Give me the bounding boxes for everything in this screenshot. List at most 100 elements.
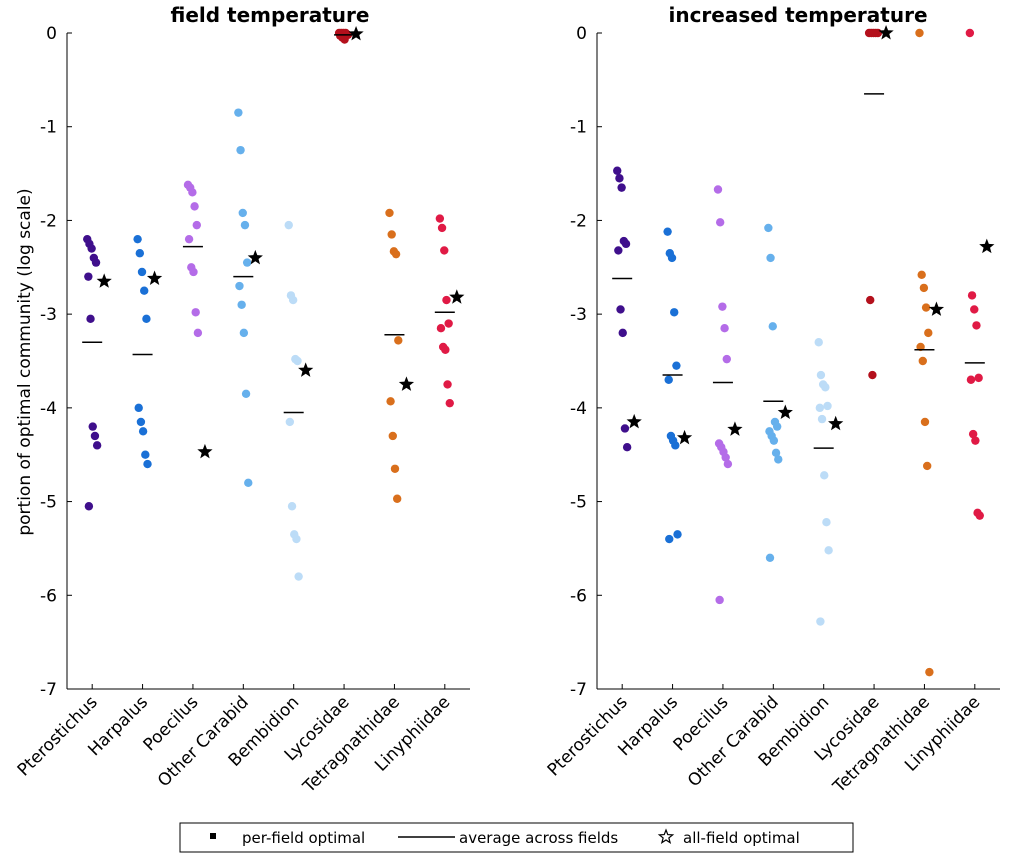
y-tick-label: -5 [570,493,587,513]
per-field-point [137,267,147,277]
y-tick-label: -2 [40,211,57,231]
per-field-point [873,28,883,38]
per-field-point [618,328,627,338]
per-field-point [620,424,630,433]
per-field-point [136,417,146,427]
y-tick-label: -6 [570,586,587,606]
per-field-point [772,422,782,431]
per-field-point [667,253,677,263]
per-field-point [141,450,150,459]
per-field-point [88,422,97,431]
per-field-point [236,145,245,155]
all-field-star [398,376,415,391]
per-field-point [820,471,829,480]
legend-per-field-marker [210,833,216,839]
per-field-point [138,427,148,436]
per-field-point [284,220,293,230]
per-field-point [294,572,303,581]
per-field-point [387,230,396,239]
x-tick-label: Pterostichus [14,692,102,780]
per-field-point [672,361,681,370]
per-field-point [970,305,979,314]
per-field-point [613,166,622,175]
legend-average-label: average across fields [459,829,618,847]
all-field-star [928,301,945,316]
per-field-point [816,370,826,380]
per-field-point [239,328,249,338]
per-field-point [140,286,149,295]
y-tick-label: -3 [570,305,587,325]
per-field-point [188,188,197,197]
per-field-point [967,291,977,300]
per-field-point [391,249,401,259]
per-field-point [390,464,400,473]
y-tick-label: -6 [40,586,57,606]
per-field-point [436,324,446,333]
panel-field-temperature: field temperature 0 -1 -2 -3 -4 -5 -6 -7Pterosti… [14,3,470,798]
legend-box [179,822,854,853]
per-field-point [241,389,251,398]
per-field-point [968,429,978,439]
all-field-star [348,25,364,41]
per-field-point [84,502,94,511]
per-field-point [84,272,93,281]
per-field-point [621,239,631,249]
per-field-point [972,321,981,330]
all-field-star [298,362,314,377]
per-field-point [90,431,100,441]
panel-title: field temperature [171,3,370,27]
per-field-point [713,185,723,194]
per-field-point [868,370,877,380]
per-field-point [816,617,825,626]
per-field-point [965,28,975,38]
y-axis-label: portion of optimal community (log scale) [15,188,35,535]
all-field-star [777,404,793,420]
per-field-point [665,534,674,544]
per-field-point [440,246,449,255]
per-field-point [190,202,199,211]
per-field-point [922,461,932,471]
all-field-star [146,270,163,285]
per-field-point [774,455,783,464]
all-field-star [878,25,894,40]
per-field-point [771,448,781,458]
y-tick-label: -1 [570,118,587,138]
per-field-point [293,356,302,366]
per-field-point [817,414,827,424]
per-field-point [925,667,934,677]
per-field-point [87,244,96,253]
per-field-point [193,328,203,338]
per-field-point [435,214,445,223]
per-field-point [915,28,924,38]
per-field-point [764,223,773,233]
per-field-point [392,494,402,503]
per-field-point [386,397,395,406]
per-field-point [385,208,394,218]
per-field-point [824,546,833,555]
per-field-point [723,459,733,469]
per-field-point [442,295,451,305]
per-field-point [715,595,724,605]
legend: per-field optimal average across fields … [179,822,854,853]
per-field-point [189,267,198,277]
legend-all-field-marker [657,828,675,845]
y-tick-label: -3 [40,305,57,325]
per-field-point [242,258,252,267]
per-field-point [917,270,926,279]
panel-increased-temperature: increased temperature 0 -1 -2 -3 -4 -5 -6 -7Pter… [544,3,1000,798]
all-field-star [727,421,743,436]
all-field-star [449,289,465,304]
per-field-point [673,530,682,539]
per-field-point [235,281,244,291]
per-field-point [766,253,775,263]
y-tick-label: -4 [570,399,587,419]
per-field-point [134,403,143,413]
per-field-point [444,319,453,328]
all-field-star [626,413,642,429]
per-field-point [715,218,725,227]
all-field-star [247,249,263,265]
per-field-point [437,223,447,233]
per-field-point [670,308,679,317]
per-field-point [143,459,152,469]
per-field-point [91,258,101,267]
